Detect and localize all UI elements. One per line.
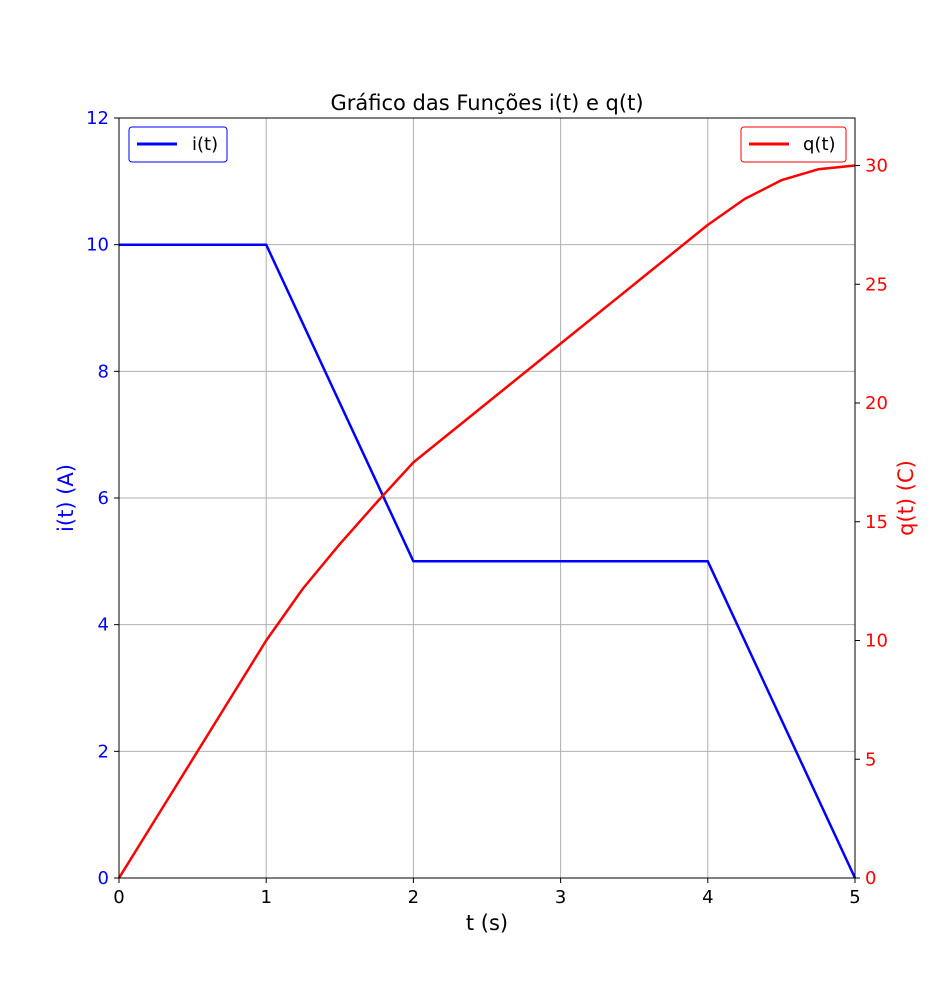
y-axis-right-label: q(t) (C) [894, 460, 918, 536]
x-tick-label: 3 [555, 887, 566, 908]
x-axis-label: t (s) [466, 911, 508, 935]
y-right-tick-label: 15 [865, 512, 888, 533]
y-left-tick-label: 6 [98, 488, 109, 509]
y-right-tick-label: 20 [865, 393, 888, 414]
legend-i-label: i(t) [192, 134, 218, 155]
x-tick-label: 0 [113, 887, 124, 908]
series-layer [117, 164, 857, 879]
x-axis: 0 1 2 3 4 5 [113, 878, 861, 908]
x-tick-label: 1 [260, 887, 271, 908]
grid [118, 117, 856, 879]
y-axis-left-label: i(t) (A) [54, 464, 78, 532]
y-left-tick-label: 4 [98, 615, 109, 636]
y-right-tick-label: 10 [865, 631, 888, 652]
legend-q: q(t) [740, 126, 847, 163]
y-left-tick-label: 12 [86, 108, 109, 129]
x-tick-label: 5 [849, 887, 860, 908]
y-right-tick-label: 5 [865, 749, 876, 770]
chart-title: Gráfico das Funções i(t) e q(t) [330, 91, 643, 115]
y-right-tick-label: 25 [865, 274, 888, 295]
x-tick-label: 2 [408, 887, 419, 908]
series-line-i [119, 243, 857, 879]
y-left-tick-label: 0 [98, 868, 109, 889]
series-line-q [117, 164, 856, 879]
x-tick-label: 4 [702, 887, 713, 908]
y-right-tick-label: 30 [865, 156, 888, 177]
y-left-tick-label: 2 [98, 741, 109, 762]
y-left-tick-label: 10 [86, 235, 109, 256]
legend-q-label: q(t) [803, 134, 836, 155]
y-axis-right: 0 5 10 15 20 25 30 [855, 156, 888, 889]
y-left-tick-label: 8 [98, 361, 109, 382]
y-axis-left: 0 2 4 6 8 10 12 [86, 108, 119, 889]
legend-i: i(t) [128, 126, 228, 163]
y-right-tick-label: 0 [865, 868, 876, 889]
